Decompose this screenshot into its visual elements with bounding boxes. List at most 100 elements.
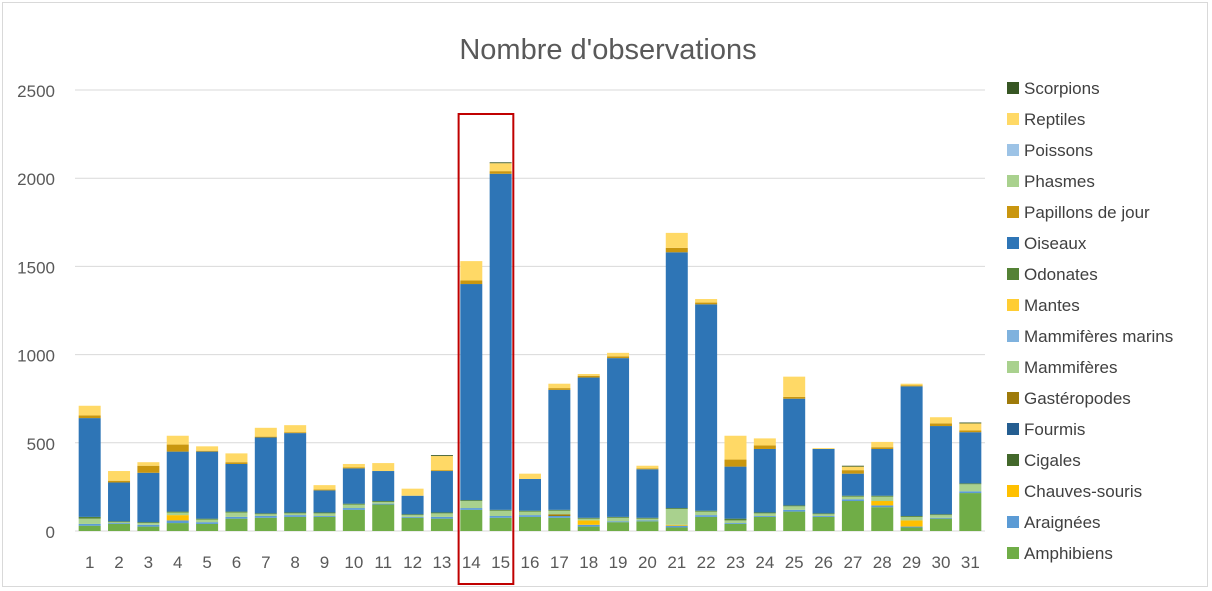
x-tick-label: 8 [290, 553, 299, 572]
bar-segment-mammif-res-2 [108, 522, 131, 524]
bar-segment-amphibiens-25 [783, 511, 806, 531]
bar-segment-papillons-de-jour-15 [489, 171, 512, 174]
legend-swatch [1007, 144, 1019, 156]
stacked-bar-chart: 1 2 3 4 5 6 7 8 9 10 11 12 13 14 15 16 17 18 19 20 21 22 23 24 2… [17, 34, 1173, 585]
x-tick-label: 22 [697, 553, 716, 572]
bar-segment-oiseaux-22 [695, 304, 718, 511]
bar-segment-amphibiens-10 [342, 509, 365, 531]
bar-segment-araign-es-28 [871, 505, 894, 508]
x-tick-label: 1 [85, 553, 94, 572]
bar-segment-araign-es-31 [959, 491, 982, 494]
bar-segment-amphibiens-31 [959, 493, 982, 531]
bar-segment-mammif-res-7 [254, 514, 277, 517]
x-tick-label: 5 [202, 553, 211, 572]
bar-segment-amphibiens-1 [78, 525, 101, 531]
bar-segment-oiseaux-21 [665, 252, 688, 509]
bar-segment-araign-es-19 [607, 521, 630, 523]
bar-segment-oiseaux-31 [959, 432, 982, 484]
bar-segment-odonates-20 [636, 517, 659, 519]
bar-segment-araign-es-8 [284, 515, 307, 517]
bar-segment-araign-es-14 [460, 508, 483, 510]
bar-segment-oiseaux-27 [841, 473, 864, 496]
x-tick-label: 31 [961, 553, 980, 572]
bar-segment-papillons-de-jour-6 [225, 462, 248, 464]
legend-label: Mammifères [1024, 358, 1118, 377]
x-tick-label: 3 [144, 553, 153, 572]
x-tick-label: 17 [550, 553, 569, 572]
bar-segment-oiseaux-18 [577, 377, 600, 518]
legend-label: Phasmes [1024, 172, 1095, 191]
bar-segment-mammif-res-3 [137, 523, 160, 525]
legend-swatch [1007, 175, 1019, 187]
bar-segment-odonates-8 [284, 512, 307, 514]
x-tick-label: 26 [814, 553, 833, 572]
bar-segment-amphibiens-2 [108, 523, 131, 531]
bar-segment-odonates-23 [724, 518, 747, 521]
bar-segment-oiseaux-10 [342, 468, 365, 504]
bar-segment-mammif-res-25 [783, 506, 806, 510]
bar-segment-amphibiens-6 [225, 518, 248, 531]
legend-label: Gastéropodes [1024, 389, 1131, 408]
bar-segment-papillons-de-jour-14 [460, 280, 483, 285]
legend-label: Reptiles [1024, 110, 1085, 129]
bar-segment-reptiles-20 [636, 465, 659, 469]
bar-segment-chauves-souris-29 [900, 520, 923, 527]
bar-segment-araign-es-26 [812, 516, 835, 517]
bar-segment-reptiles-23 [724, 435, 747, 460]
bar-segment-odonates-5 [196, 518, 219, 520]
bar-segment-odonates-19 [607, 516, 630, 518]
legend-label: Mantes [1024, 296, 1080, 315]
bar-segment-araign-es-24 [753, 516, 776, 517]
bar-segment-amphibiens-24 [753, 516, 776, 531]
bar-segment-araign-es-4 [166, 520, 189, 524]
bar-segment-reptiles-5 [196, 446, 219, 451]
bars [78, 162, 982, 531]
bar-segment-odonates-31 [959, 483, 982, 485]
bar-segment-mammif-res-8 [284, 513, 307, 516]
bar-segment-oiseaux-1 [78, 418, 101, 517]
bar-segment-amphibiens-8 [284, 516, 307, 531]
bar-segment-mammif-res-14 [460, 501, 483, 509]
bar-segment-araign-es-1 [78, 523, 101, 526]
bar-segment-mammif-res-29 [900, 516, 923, 521]
x-tick-label: 30 [932, 553, 951, 572]
bar-segment-papillons-de-jour-29 [900, 385, 923, 387]
bar-segment-araign-es-11 [372, 503, 395, 505]
bar-segment-oiseaux-8 [284, 433, 307, 513]
bar-segment-amphibiens-26 [812, 516, 835, 531]
bar-segment-oiseaux-4 [166, 451, 189, 512]
bar-segment-araign-es-21 [665, 525, 688, 528]
bar-segment-amphibiens-14 [460, 509, 483, 531]
bar-segment-reptiles-13 [430, 456, 453, 471]
bar-segment-oiseaux-3 [137, 472, 160, 523]
legend-swatch [1007, 268, 1019, 280]
legend-swatch [1007, 454, 1019, 466]
annotation [457, 113, 515, 585]
bar-segment-araign-es-15 [489, 516, 512, 518]
bar-segment-papillons-de-jour-9 [313, 489, 336, 491]
bar-segment-scorpions-27 [841, 465, 864, 467]
bar-segment-araign-es-10 [342, 508, 365, 510]
bar-segment-araign-es-12 [401, 516, 424, 518]
bar-segment-mammif-res-1 [78, 518, 101, 524]
bar-segment-odonates-3 [137, 522, 160, 524]
bar-segment-reptiles-31 [959, 423, 982, 431]
bar-segment-amphibiens-11 [372, 504, 395, 531]
bar-segment-reptiles-7 [254, 427, 277, 437]
y-tick-label: 1500 [17, 258, 55, 277]
bar-segment-papillons-de-jour-28 [871, 447, 894, 449]
bar-segment-oiseaux-15 [489, 173, 512, 510]
bar-segment-odonates-12 [401, 514, 424, 516]
y-tick-label: 1000 [17, 347, 55, 366]
x-tick-label: 12 [403, 553, 422, 572]
bar-segment-oiseaux-11 [372, 471, 395, 502]
bar-segment-araign-es-20 [636, 520, 659, 522]
x-tick-label: 23 [726, 553, 745, 572]
bar-segment-mammif-res-30 [929, 515, 952, 518]
bar-segment-odonates-13 [430, 512, 453, 514]
bar-segment-mammif-res-12 [401, 515, 424, 517]
bar-segment-mammif-res-21 [665, 508, 688, 525]
bar-segment-mammif-res-13 [430, 513, 453, 517]
legend: Scorpions Reptiles Poissons Phasmes Papillon… [1007, 79, 1173, 563]
bar-segment-papillons-de-jour-24 [753, 445, 776, 449]
